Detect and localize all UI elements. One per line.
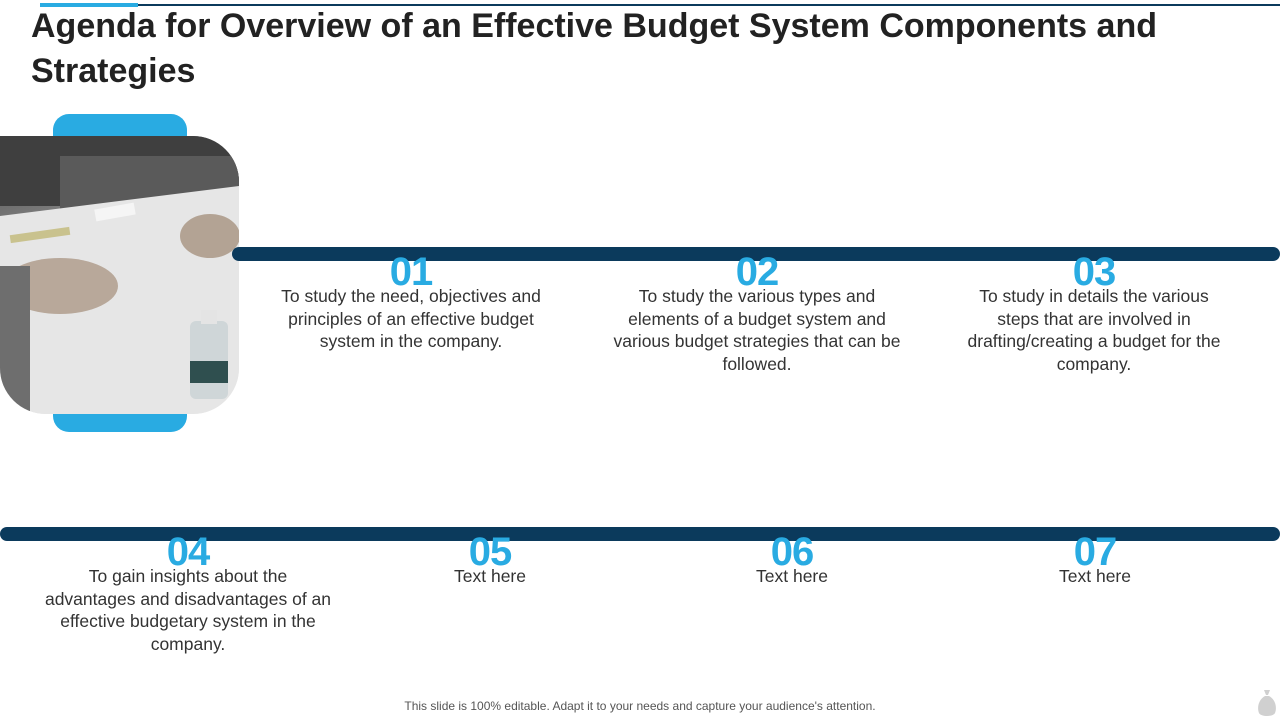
agenda-number: 06 xyxy=(770,530,815,574)
agenda-text: To gain insights about the advantages an… xyxy=(44,566,332,654)
agenda-item-05: 05 Text here xyxy=(390,530,590,588)
agenda-item-01: 01 To study the need, objectives and pri… xyxy=(262,250,560,353)
money-bag-icon xyxy=(1258,690,1276,716)
agenda-item-02: 02 To study the various types and elemen… xyxy=(608,250,906,375)
slide-footer-note: This slide is 100% editable. Adapt it to… xyxy=(404,699,876,713)
agenda-number: 07 xyxy=(1073,530,1118,574)
top-divider-line xyxy=(40,4,1280,6)
timeline-bar-bottom xyxy=(0,527,1280,541)
agenda-text: Text here xyxy=(1059,566,1131,586)
agenda-item-07: 07 Text here xyxy=(995,530,1195,588)
agenda-text: Text here xyxy=(756,566,828,586)
agenda-item-06: 06 Text here xyxy=(692,530,892,588)
agenda-number: 03 xyxy=(1072,250,1117,294)
meeting-photo-illustration xyxy=(0,136,239,414)
top-accent-line xyxy=(40,3,138,7)
agenda-number: 05 xyxy=(468,530,513,574)
agenda-number: 01 xyxy=(389,250,434,294)
agenda-item-04: 04 To gain insights about the advantages… xyxy=(42,530,334,655)
agenda-text: Text here xyxy=(454,566,526,586)
agenda-text: To study the various types and elements … xyxy=(613,286,901,374)
timeline-bar-top xyxy=(232,247,1280,261)
agenda-number: 02 xyxy=(735,250,780,294)
meeting-photo xyxy=(0,136,239,414)
agenda-item-03: 03 To study in details the various steps… xyxy=(960,250,1228,375)
agenda-number: 04 xyxy=(166,530,211,574)
agenda-text: To study the need, objectives and princi… xyxy=(281,286,541,351)
slide-title: Agenda for Overview of an Effective Budg… xyxy=(31,7,1157,90)
agenda-text: To study in details the various steps th… xyxy=(967,286,1221,374)
